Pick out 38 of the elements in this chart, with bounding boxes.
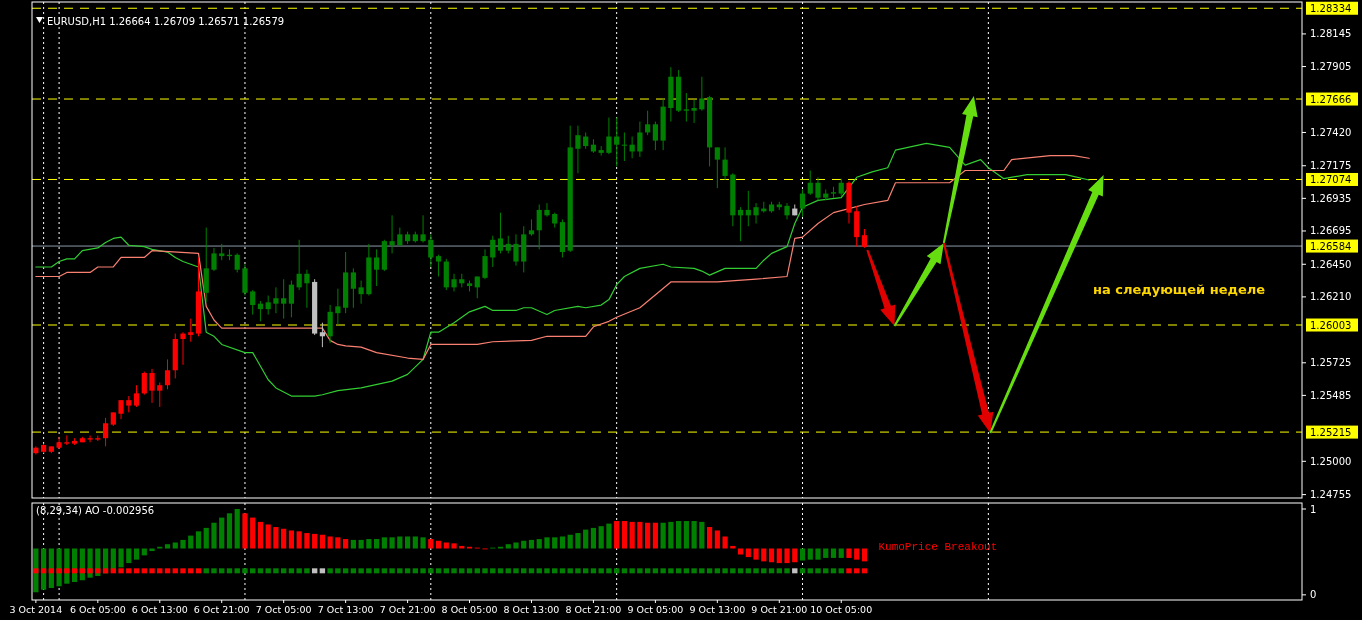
y-tick-label: 1.27175 [1310, 160, 1352, 172]
ref-line-label: 1.26584 [1310, 240, 1352, 252]
y-tick-label: 1.25485 [1310, 389, 1352, 401]
chart-title: (8,29,34) AO -0.002956 [36, 505, 155, 516]
y-tick-label: 1.24755 [1310, 489, 1352, 501]
ref-line-label: 1.27074 [1310, 173, 1352, 185]
ref-line-label: 1.26003 [1310, 319, 1352, 331]
x-tick-label: 9 Oct 13:00 [689, 604, 746, 615]
y-tick-label: 1 [1310, 503, 1317, 515]
y-tick-label: 1.27905 [1310, 61, 1352, 73]
x-tick-label: 7 Oct 13:00 [317, 604, 374, 615]
y-tick-label: 1.25725 [1310, 357, 1352, 369]
y-tick-label: 1.25000 [1310, 455, 1352, 467]
x-tick-label: 6 Oct 05:00 [69, 604, 126, 615]
x-tick-label: 7 Oct 21:00 [379, 604, 436, 615]
annotation: на следующей неделе [1092, 282, 1266, 298]
ref-line-label: 1.28334 [1310, 2, 1352, 14]
y-tick-label: 1.26210 [1310, 291, 1352, 303]
x-tick-label: 9 Oct 05:00 [627, 604, 684, 615]
x-tick-label: 9 Oct 21:00 [751, 604, 808, 615]
annotation: KumoPrice Breakout [878, 540, 998, 553]
y-tick-label: 1.26695 [1310, 225, 1352, 237]
x-tick-label: 3 Oct 2014 [9, 604, 63, 615]
x-tick-label: 8 Oct 13:00 [503, 604, 560, 615]
y-tick-label: 1.26935 [1310, 192, 1352, 204]
x-tick-label: 8 Oct 21:00 [565, 604, 622, 615]
x-tick-label: 8 Oct 05:00 [441, 604, 498, 615]
x-tick-label: 10 Oct 05:00 [810, 604, 873, 615]
ref-line-label: 1.25215 [1310, 426, 1352, 438]
ref-line-label: 1.27666 [1310, 93, 1352, 105]
x-tick-label: 6 Oct 21:00 [193, 604, 250, 615]
y-tick-label: 0 [1310, 589, 1317, 601]
text: EURUSD,H1 1.26664 1.26709 1.26571 1.26579 [47, 16, 285, 27]
y-tick-label: 1.27420 [1310, 126, 1352, 138]
y-tick-label: 1.26450 [1310, 258, 1352, 270]
x-tick-label: 7 Oct 05:00 [255, 604, 312, 615]
x-tick-label: 6 Oct 13:00 [131, 604, 188, 615]
y-tick-label: 1.28145 [1310, 28, 1352, 40]
